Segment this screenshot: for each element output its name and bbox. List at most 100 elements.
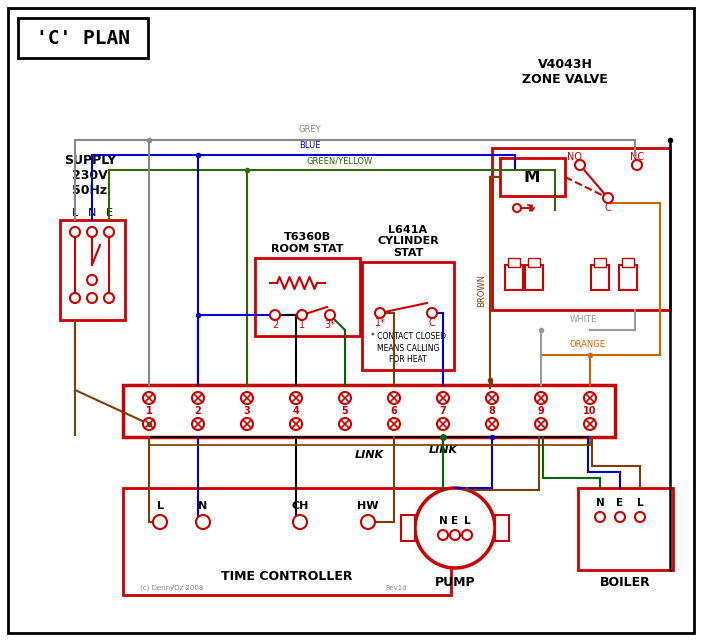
Circle shape xyxy=(290,418,302,430)
Text: 6: 6 xyxy=(390,406,397,416)
Text: CH: CH xyxy=(291,501,309,511)
Text: NC: NC xyxy=(630,152,644,162)
Text: (c) DennyOz 2008: (c) DennyOz 2008 xyxy=(140,585,204,591)
Circle shape xyxy=(87,275,97,285)
Text: GREY: GREY xyxy=(298,125,322,134)
Text: 10: 10 xyxy=(583,406,597,416)
Text: 'C' PLAN: 'C' PLAN xyxy=(36,28,130,47)
Circle shape xyxy=(153,515,167,529)
Bar xyxy=(492,148,670,310)
Bar xyxy=(362,262,454,370)
Circle shape xyxy=(339,418,351,430)
Bar xyxy=(619,265,637,290)
Text: 3: 3 xyxy=(244,406,251,416)
Circle shape xyxy=(70,227,80,237)
Bar xyxy=(578,488,673,570)
Bar xyxy=(591,265,609,290)
Circle shape xyxy=(575,160,585,170)
Circle shape xyxy=(486,392,498,404)
Bar xyxy=(528,258,540,267)
Circle shape xyxy=(192,418,204,430)
Text: HW: HW xyxy=(357,501,379,511)
Bar xyxy=(18,18,148,58)
Text: 8: 8 xyxy=(489,406,496,416)
Text: C: C xyxy=(604,203,611,213)
Text: N: N xyxy=(88,208,96,218)
Circle shape xyxy=(87,293,97,303)
Circle shape xyxy=(486,418,498,430)
Circle shape xyxy=(535,392,547,404)
Text: 2: 2 xyxy=(194,406,201,416)
Text: T6360B
ROOM STAT: T6360B ROOM STAT xyxy=(271,233,343,254)
Text: N: N xyxy=(199,501,208,511)
Text: ORANGE: ORANGE xyxy=(570,340,606,349)
Circle shape xyxy=(615,512,625,522)
Bar xyxy=(525,265,543,290)
Bar xyxy=(622,258,634,267)
Text: 1*: 1* xyxy=(375,318,385,328)
Bar xyxy=(60,220,125,320)
Text: L: L xyxy=(157,501,164,511)
Circle shape xyxy=(415,488,495,568)
Text: 5: 5 xyxy=(342,406,348,416)
Text: Rev1d: Rev1d xyxy=(385,585,406,591)
Circle shape xyxy=(143,392,155,404)
Text: BLUE: BLUE xyxy=(299,141,321,150)
Bar xyxy=(255,258,360,336)
Circle shape xyxy=(450,530,460,540)
Text: 4: 4 xyxy=(293,406,299,416)
Text: 2: 2 xyxy=(272,320,278,330)
Text: BOILER: BOILER xyxy=(600,576,650,590)
Circle shape xyxy=(293,515,307,529)
Text: C: C xyxy=(429,318,435,328)
Bar xyxy=(505,265,523,290)
Text: M: M xyxy=(524,168,541,186)
Bar xyxy=(401,515,415,541)
Circle shape xyxy=(297,310,307,320)
Text: WHITE: WHITE xyxy=(570,315,597,324)
Text: V4043H
ZONE VALVE: V4043H ZONE VALVE xyxy=(522,58,608,86)
Circle shape xyxy=(632,160,642,170)
Text: E: E xyxy=(105,208,112,218)
Text: N: N xyxy=(595,498,604,508)
Text: BROWN: BROWN xyxy=(477,274,486,306)
Circle shape xyxy=(462,530,472,540)
Bar xyxy=(500,158,565,196)
Circle shape xyxy=(241,392,253,404)
Text: LINK: LINK xyxy=(428,445,458,455)
Text: 3*: 3* xyxy=(324,320,336,330)
Text: SUPPLY
230V
50Hz: SUPPLY 230V 50Hz xyxy=(64,153,116,197)
Circle shape xyxy=(438,530,448,540)
Circle shape xyxy=(325,310,335,320)
Circle shape xyxy=(437,392,449,404)
Bar xyxy=(508,258,520,267)
Circle shape xyxy=(535,418,547,430)
Circle shape xyxy=(196,515,210,529)
Text: N: N xyxy=(439,516,447,526)
Circle shape xyxy=(427,308,437,318)
Circle shape xyxy=(584,392,596,404)
Bar xyxy=(495,515,509,541)
Text: 1: 1 xyxy=(299,320,305,330)
Bar xyxy=(594,258,606,267)
Circle shape xyxy=(143,418,155,430)
Text: LINK: LINK xyxy=(355,450,383,460)
Circle shape xyxy=(104,293,114,303)
Text: E: E xyxy=(616,498,623,508)
Circle shape xyxy=(192,392,204,404)
Circle shape xyxy=(375,308,385,318)
Circle shape xyxy=(290,392,302,404)
Circle shape xyxy=(361,515,375,529)
Circle shape xyxy=(70,293,80,303)
Text: 7: 7 xyxy=(439,406,446,416)
Text: L641A
CYLINDER
STAT: L641A CYLINDER STAT xyxy=(377,225,439,258)
Text: E: E xyxy=(451,516,458,526)
Circle shape xyxy=(584,418,596,430)
Circle shape xyxy=(270,310,280,320)
Text: 9: 9 xyxy=(538,406,544,416)
Text: NO: NO xyxy=(567,152,583,162)
Circle shape xyxy=(388,418,400,430)
Circle shape xyxy=(388,392,400,404)
Text: GREEN/YELLOW: GREEN/YELLOW xyxy=(307,156,373,165)
Circle shape xyxy=(595,512,605,522)
